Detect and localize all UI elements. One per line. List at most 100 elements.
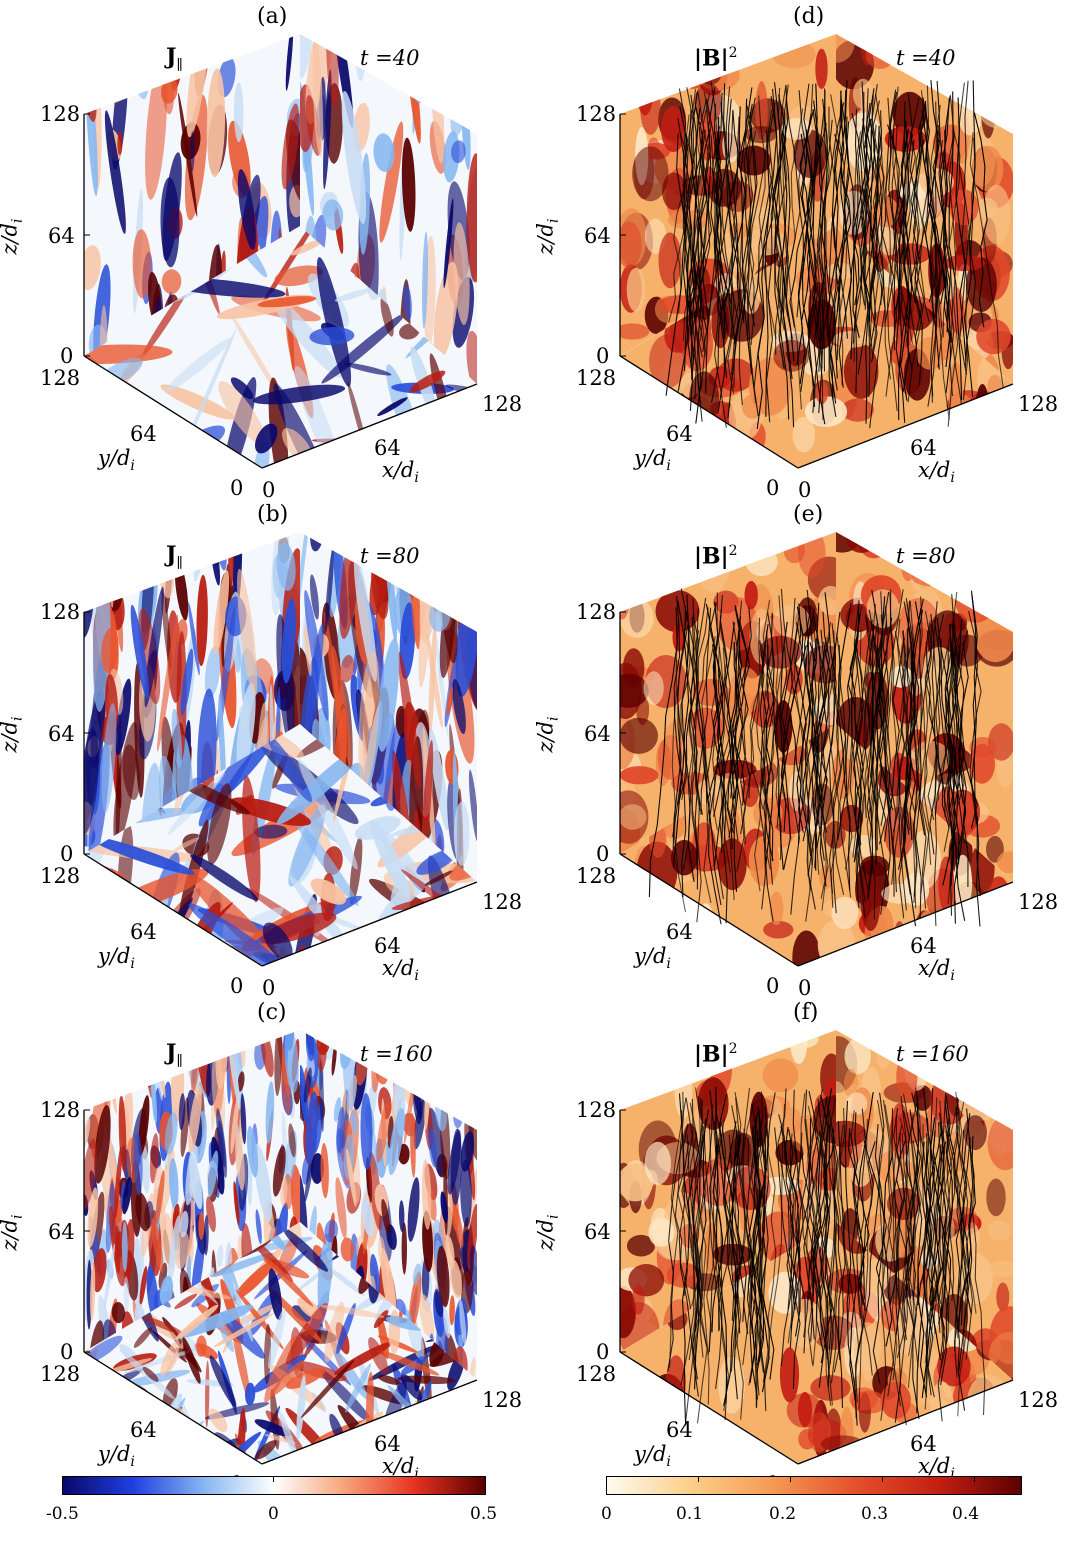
x-tick-0: 0 <box>798 478 812 502</box>
z-axis-label-text: z/d <box>0 1219 22 1251</box>
colorbar-tickmark <box>606 1477 607 1482</box>
z-axis-label-sub: i <box>545 716 562 722</box>
face-right <box>300 532 477 882</box>
quantity-symbol: |B| <box>694 1041 729 1068</box>
z-tick-128: 128 <box>576 102 617 126</box>
quantity-symbol: |B| <box>694 543 729 570</box>
cbar-current-tick-mid: 0 <box>268 1504 279 1524</box>
x-tick-128: 128 <box>482 1388 523 1412</box>
z-axis-label: z/di <box>533 716 562 753</box>
x-axis-label: x/di <box>382 1456 419 1483</box>
field-lines <box>667 1086 986 1426</box>
y-axis-label: y/di <box>634 946 671 972</box>
axis-ticks <box>84 611 90 855</box>
z-axis-label: z/di <box>0 219 26 255</box>
x-tick-64: 64 <box>374 1432 401 1456</box>
x-axis-label-text: x/d <box>382 956 415 980</box>
z-axis-label-sub: i <box>545 1214 562 1220</box>
y-tick-64: 64 <box>130 422 157 446</box>
panel-d: (d) |B|2 t =40 128 64 0 z/di 128 64 0 y/di 0 64 128 x/… <box>533 0 1072 502</box>
panel-b: (b) J∥ t =80 128 64 0 z/di 128 64 0 y/di 0 64 128 x/di <box>0 498 536 999</box>
x-tick-64: 64 <box>374 934 401 958</box>
panel-a: (a) J∥ t =40 128 64 0 z/di 128 64 0 y/di 0 64 128 x/di <box>0 0 536 502</box>
z-axis-label-text: z/d <box>0 721 22 753</box>
x-tick-0: 0 <box>262 478 276 502</box>
z-tick-128: 128 <box>576 600 617 624</box>
z-tick-0: 0 <box>60 1340 74 1364</box>
y-axis-label-text: y/d <box>634 446 667 470</box>
cbar-energy-tick-4: 0.4 <box>952 1504 980 1524</box>
x-axis-label: x/di <box>382 460 419 487</box>
cube-faces <box>84 532 477 966</box>
quantity-subscript: ∥ <box>176 57 183 74</box>
time-label: t =160 <box>360 1042 433 1066</box>
y-tick-128: 128 <box>576 1362 617 1386</box>
z-tick-64: 64 <box>584 224 611 248</box>
quantity-symbol: |B| <box>694 45 729 72</box>
y-axis-label: y/di <box>98 946 135 972</box>
axis-ticks <box>84 1109 90 1353</box>
panel-letter: (f) <box>793 1000 819 1025</box>
time-label: t =40 <box>360 46 420 70</box>
x-axis-label-text: x/d <box>918 956 951 980</box>
z-tick-0: 0 <box>596 842 610 866</box>
z-tick-0: 0 <box>60 842 74 866</box>
colorbar-tickmark <box>273 1477 274 1482</box>
cube-plot <box>619 1030 1014 1465</box>
colorbar-tickmark <box>698 1477 699 1482</box>
z-axis-label: z/di <box>0 1214 26 1251</box>
y-tick-64: 64 <box>666 422 693 446</box>
z-tick-128: 128 <box>40 1098 81 1122</box>
y-tick-128: 128 <box>576 366 617 390</box>
quantity-symbol: J <box>166 44 177 70</box>
quantity-superscript: 2 <box>728 543 738 559</box>
x-axis-label: x/di <box>918 956 955 985</box>
z-tick-0: 0 <box>596 344 610 368</box>
quantity-label: |B|2 <box>694 1042 738 1066</box>
y-axis-label-sub: i <box>130 458 135 475</box>
cbar-current-tick-max: 0.5 <box>470 1504 498 1524</box>
cube-plot <box>619 34 1014 469</box>
y-tick-128: 128 <box>40 366 81 390</box>
quantity-subscript: ∥ <box>176 555 183 572</box>
panel-letter: (c) <box>257 1000 287 1025</box>
colorbar-tickmark <box>790 1477 791 1482</box>
z-tick-64: 64 <box>48 722 75 746</box>
cube-plot <box>619 532 1014 967</box>
x-axis-label-sub: i <box>950 968 955 985</box>
y-axis-label-text: y/d <box>98 446 131 470</box>
colorbar-tickmark <box>974 1477 975 1482</box>
y-axis-label: y/di <box>634 446 671 474</box>
x-tick-128: 128 <box>482 890 523 914</box>
y-tick-0: 0 <box>766 974 780 998</box>
z-tick-64: 64 <box>584 722 611 746</box>
x-axis-label-text: x/d <box>918 458 951 482</box>
axis-ticks <box>84 113 90 357</box>
z-axis-label-text: z/d <box>0 223 22 255</box>
quantity-label: J∥ <box>166 544 183 570</box>
panel-f: (f)|B|2t =160128640z/di128640y/di064128x… <box>533 996 1072 1497</box>
z-axis-label-sub: i <box>9 1214 26 1220</box>
quantity-superscript: 2 <box>728 45 738 61</box>
panel-c: (c)J∥t =160128640z/di128640y/di064128x/d… <box>0 996 536 1497</box>
y-tick-0: 0 <box>766 476 780 500</box>
colorbar-tickmark <box>62 1477 63 1482</box>
y-axis-label: y/di <box>634 1442 671 1470</box>
quantity-label: |B|2 <box>694 46 738 70</box>
y-tick-128: 128 <box>40 864 81 888</box>
x-axis-label-sub: i <box>414 1466 419 1483</box>
z-axis-label-text: z/d <box>533 223 558 255</box>
x-axis-label-sub: i <box>950 1466 955 1483</box>
z-axis-label: z/di <box>533 219 561 255</box>
z-axis-label: z/di <box>0 717 26 753</box>
y-axis-label-sub: i <box>130 1454 135 1471</box>
colorbar-tickmark <box>485 1477 486 1482</box>
panel-letter: (a) <box>257 4 288 29</box>
y-axis-label-text: y/d <box>634 1442 667 1466</box>
time-label: t =80 <box>896 544 956 568</box>
z-tick-0: 0 <box>596 1340 610 1364</box>
x-tick-128: 128 <box>1018 890 1059 914</box>
z-tick-64: 64 <box>48 224 75 248</box>
cube-plot <box>83 34 478 469</box>
x-axis-label-sub: i <box>414 470 419 487</box>
